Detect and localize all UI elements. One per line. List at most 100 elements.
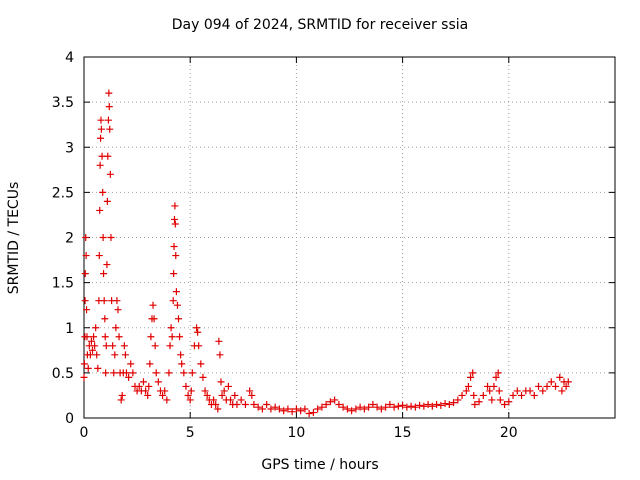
data-points: [80, 89, 572, 417]
data-point: [246, 387, 254, 395]
data-point: [86, 351, 94, 359]
data-point: [475, 398, 483, 406]
data-point: [562, 382, 570, 390]
data-point: [100, 297, 108, 305]
y-tick-label: 3.5: [52, 95, 74, 111]
data-point: [171, 220, 179, 228]
y-tick-label: 2: [65, 231, 74, 247]
data-point: [360, 405, 368, 413]
data-point: [106, 170, 114, 178]
data-point: [169, 297, 177, 305]
data-point: [102, 342, 110, 350]
data-point: [530, 391, 538, 399]
data-point: [114, 306, 122, 314]
data-point: [271, 403, 279, 411]
data-point: [91, 342, 99, 350]
y-tick-label: 2.5: [52, 185, 74, 201]
data-point: [543, 382, 551, 390]
data-point: [339, 403, 347, 411]
data-point: [492, 373, 500, 381]
data-point: [84, 364, 92, 372]
data-point: [258, 405, 266, 413]
data-point: [280, 407, 288, 415]
data-point: [210, 396, 218, 404]
data-point: [331, 396, 339, 404]
y-tick-label: 1.5: [52, 276, 74, 292]
data-point: [348, 407, 356, 415]
data-point: [88, 346, 96, 354]
data-point: [109, 342, 117, 350]
plot-frame: [83, 56, 616, 419]
data-point: [314, 405, 322, 413]
data-point: [146, 360, 154, 368]
data-point: [486, 387, 494, 395]
data-point: [464, 382, 472, 390]
data-point: [115, 333, 123, 341]
data-point: [535, 382, 543, 390]
data-point: [118, 391, 126, 399]
tick-labels: 0 5 10 15 20 0 0.5 1 1.5 2 2.5 3 3.5 4: [52, 50, 518, 441]
data-point: [411, 403, 419, 411]
data-point: [220, 387, 228, 395]
x-tick-label: 0: [80, 425, 89, 441]
data-point: [129, 369, 137, 377]
y-tick-label: 0.5: [52, 366, 74, 382]
axis-ticks: [83, 56, 615, 419]
data-point: [552, 382, 560, 390]
data-point: [167, 324, 175, 332]
data-point: [462, 387, 470, 395]
data-point: [127, 360, 135, 368]
data-point: [539, 387, 547, 395]
data-point: [214, 405, 222, 413]
data-point: [81, 297, 89, 305]
data-point: [184, 391, 192, 399]
data-point: [121, 351, 129, 359]
x-tick-label: 5: [186, 425, 195, 441]
data-point: [513, 387, 521, 395]
data-point: [224, 382, 232, 390]
data-point: [248, 391, 256, 399]
data-point: [254, 403, 262, 411]
data-point: [386, 400, 394, 408]
data-point: [490, 382, 498, 390]
data-point: [467, 373, 475, 381]
data-point: [104, 116, 112, 124]
data-point: [479, 391, 487, 399]
data-point: [113, 297, 121, 305]
data-point: [318, 403, 326, 411]
data-point: [284, 405, 292, 413]
data-point: [80, 373, 88, 381]
data-point: [199, 373, 207, 381]
data-point: [112, 324, 120, 332]
data-point: [142, 387, 150, 395]
data-point: [437, 401, 445, 409]
data-point: [301, 405, 309, 413]
data-point: [144, 391, 152, 399]
grid-lines: [84, 57, 615, 418]
data-point: [97, 116, 105, 124]
data-point: [237, 396, 245, 404]
data-point: [231, 391, 239, 399]
data-point: [394, 402, 402, 410]
y-tick-label: 3: [65, 140, 74, 156]
data-point: [201, 387, 209, 395]
data-point: [407, 402, 415, 410]
data-point: [558, 387, 566, 395]
data-point: [505, 398, 513, 406]
data-point: [518, 391, 526, 399]
data-point: [267, 405, 275, 413]
data-point: [377, 405, 385, 413]
data-point: [399, 401, 407, 409]
data-point: [90, 333, 98, 341]
data-point: [80, 360, 88, 368]
data-point: [182, 382, 190, 390]
data-point: [416, 401, 424, 409]
data-point: [458, 391, 466, 399]
data-point: [203, 391, 211, 399]
data-point: [305, 409, 313, 417]
data-point: [390, 403, 398, 411]
data-point: [382, 403, 390, 411]
y-axis-label: SRMTID / TECUs: [6, 181, 22, 295]
data-point: [241, 400, 249, 408]
